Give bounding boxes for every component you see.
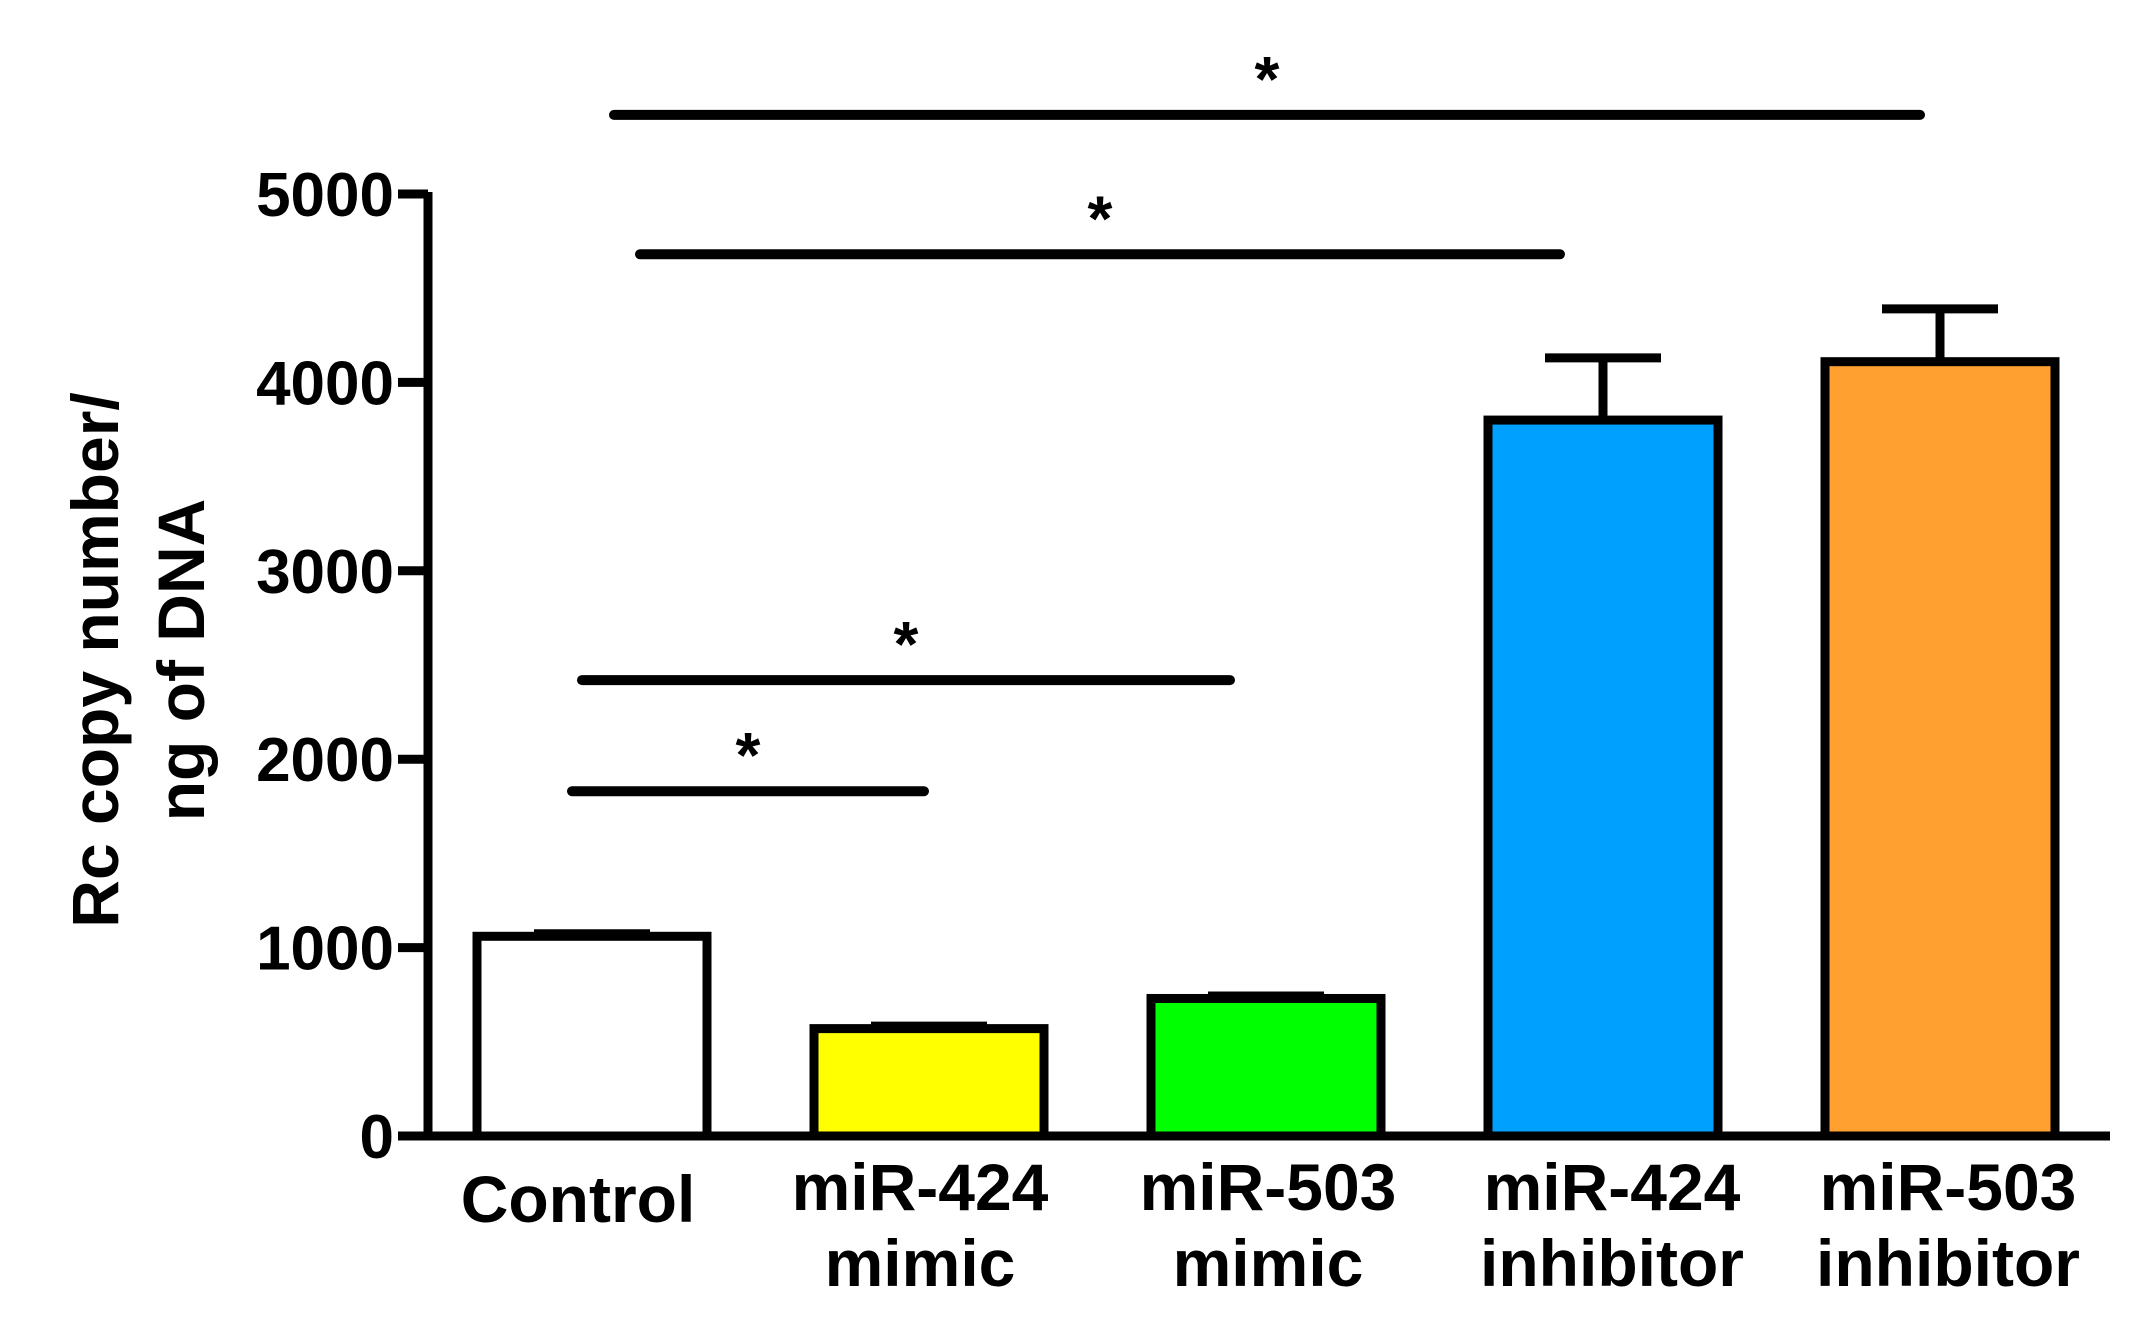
x-tick-label-2: miR-503 mimic — [1140, 1150, 1397, 1300]
y-tick-label-5: 5000 — [256, 161, 394, 230]
y-tick-label-3: 3000 — [256, 538, 394, 607]
x-tick-label-line: miR-503 — [1140, 1150, 1397, 1224]
y-tick-label-2: 2000 — [256, 726, 394, 795]
y-tick-label-0: 0 — [360, 1103, 394, 1172]
x-tick-label-line: mimic — [1173, 1226, 1364, 1300]
bars — [472, 357, 2060, 1141]
bar-2 — [1146, 993, 1386, 1141]
y-ticks: 0 1000 2000 3000 4000 5000 — [256, 161, 428, 1172]
significance-star-0: * — [736, 719, 761, 791]
bar-0 — [472, 931, 712, 1141]
significance-star-2: * — [1088, 182, 1113, 254]
y-axis-label-line: ng of DNA — [144, 499, 218, 822]
x-tick-label-line: miR-503 — [1820, 1150, 2077, 1224]
error-bars — [534, 304, 1998, 1028]
y-axis-label-line: Rc copy number/ — [58, 392, 132, 927]
x-tick-label-3: miR-424 inhibitor — [1480, 1150, 1744, 1300]
bar-3 — [1483, 415, 1723, 1141]
y-tick-label-4: 4000 — [256, 349, 394, 418]
significance-brackets: * * * * — [567, 43, 1925, 797]
x-tick-label-line: inhibitor — [1816, 1226, 2080, 1300]
x-tick-label-1: miR-424 mimic — [792, 1150, 1049, 1300]
x-tick-label-line: mimic — [825, 1226, 1016, 1300]
x-tick-label-line: inhibitor — [1480, 1226, 1744, 1300]
significance-star-3: * — [1255, 43, 1280, 115]
significance-star-1: * — [894, 608, 919, 680]
x-tick-label-line: miR-424 — [1484, 1150, 1741, 1224]
x-tick-label-line: Control — [461, 1162, 696, 1236]
x-tick-label-0: Control — [461, 1162, 696, 1236]
x-tick-label-4: miR-503 inhibitor — [1816, 1150, 2080, 1300]
bar-1 — [809, 1024, 1049, 1141]
y-axis-label: Rc copy number/ng of DNA — [58, 392, 218, 927]
x-tick-label-line: miR-424 — [792, 1150, 1049, 1224]
axes — [423, 192, 2110, 1141]
y-axis-label-text: Rc copy number/ng of DNA — [58, 392, 218, 927]
bar-4 — [1820, 357, 2060, 1141]
y-tick-label-1: 1000 — [256, 915, 394, 984]
